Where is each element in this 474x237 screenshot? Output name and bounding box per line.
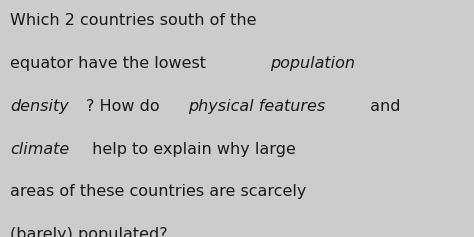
Text: population: population bbox=[270, 56, 355, 71]
Text: density: density bbox=[10, 99, 69, 114]
Text: areas of these countries are scarcely: areas of these countries are scarcely bbox=[10, 184, 307, 199]
Text: ? How do: ? How do bbox=[86, 99, 165, 114]
Text: physical features: physical features bbox=[188, 99, 325, 114]
Text: help to explain why large: help to explain why large bbox=[87, 141, 296, 157]
Text: Which 2 countries south of the: Which 2 countries south of the bbox=[10, 13, 257, 28]
Text: (barely) populated?: (barely) populated? bbox=[10, 227, 168, 237]
Text: and: and bbox=[365, 99, 401, 114]
Text: climate: climate bbox=[10, 141, 70, 157]
Text: equator have the lowest: equator have the lowest bbox=[10, 56, 211, 71]
